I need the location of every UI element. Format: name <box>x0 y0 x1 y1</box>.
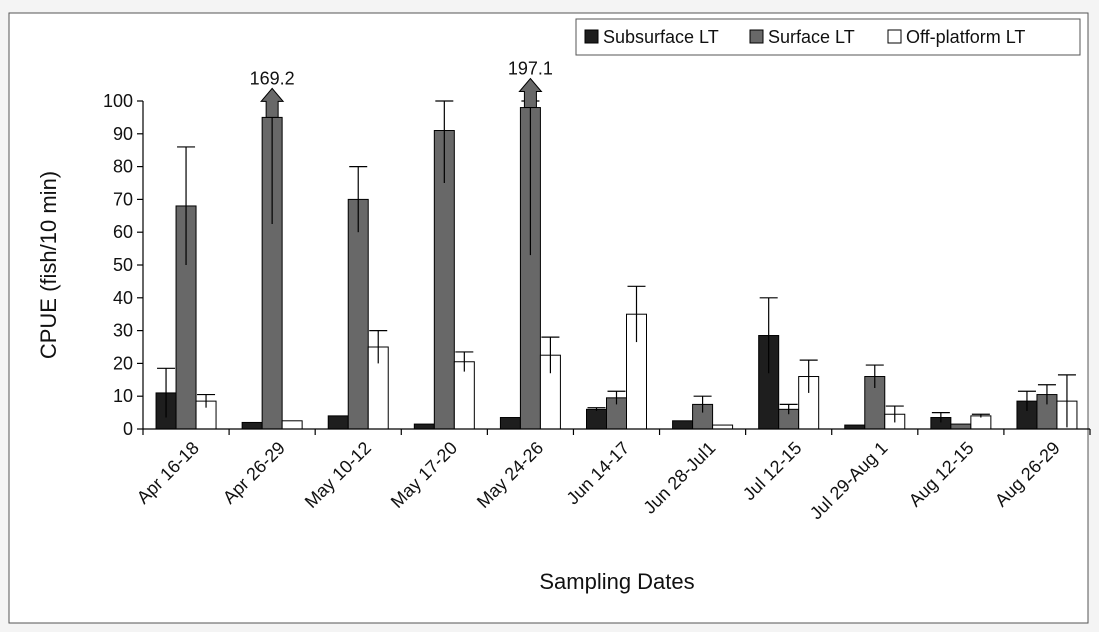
legend-swatch <box>584 29 599 44</box>
y-tick-label: 40 <box>113 288 133 308</box>
y-tick-label: 70 <box>113 189 133 209</box>
legend-swatch <box>749 29 764 44</box>
legend-box <box>575 18 1081 56</box>
x-axis-label: Sampling Dates <box>539 569 694 594</box>
legend-label: Subsurface LT <box>603 27 719 47</box>
y-tick-label: 60 <box>113 222 133 242</box>
y-tick-label: 10 <box>113 386 133 406</box>
legend-swatch <box>887 29 902 44</box>
legend-label: Surface LT <box>768 27 855 47</box>
y-tick-label: 20 <box>113 353 133 373</box>
y-tick-label: 90 <box>113 124 133 144</box>
bar-1 <box>950 423 972 430</box>
bar-0 <box>241 421 263 430</box>
bar-0 <box>413 423 435 430</box>
overflow-label: 169.2 <box>250 68 295 88</box>
y-tick-label: 30 <box>113 321 133 341</box>
y-axis-label: CPUE (fish/10 min) <box>36 171 61 359</box>
overflow-arrow <box>260 87 285 118</box>
bar-2 <box>281 420 303 430</box>
bar-0 <box>672 420 694 430</box>
legend: Subsurface LT Surface LT Off-platform LT <box>575 18 1081 56</box>
y-tick-label: 50 <box>113 255 133 275</box>
legend-label: Off-platform LT <box>906 27 1025 47</box>
chart-border <box>8 12 1089 624</box>
y-ticks: 0 10 20 30 40 50 60 70 80 90 100 <box>103 91 143 439</box>
y-tick-label: 80 <box>113 157 133 177</box>
bar-1 <box>347 198 369 430</box>
bar-2 <box>453 361 475 430</box>
bar-0 <box>499 417 521 430</box>
overflow-arrow <box>518 77 543 109</box>
y-tick-label: 0 <box>123 419 133 439</box>
bar-2 <box>970 415 992 430</box>
bars-layer: 169.2 197.1 <box>155 59 1078 430</box>
bar-0 <box>586 408 607 430</box>
y-tick-label: 100 <box>103 91 133 111</box>
bar-0 <box>327 415 349 430</box>
overflow-label: 197.1 <box>508 59 553 79</box>
